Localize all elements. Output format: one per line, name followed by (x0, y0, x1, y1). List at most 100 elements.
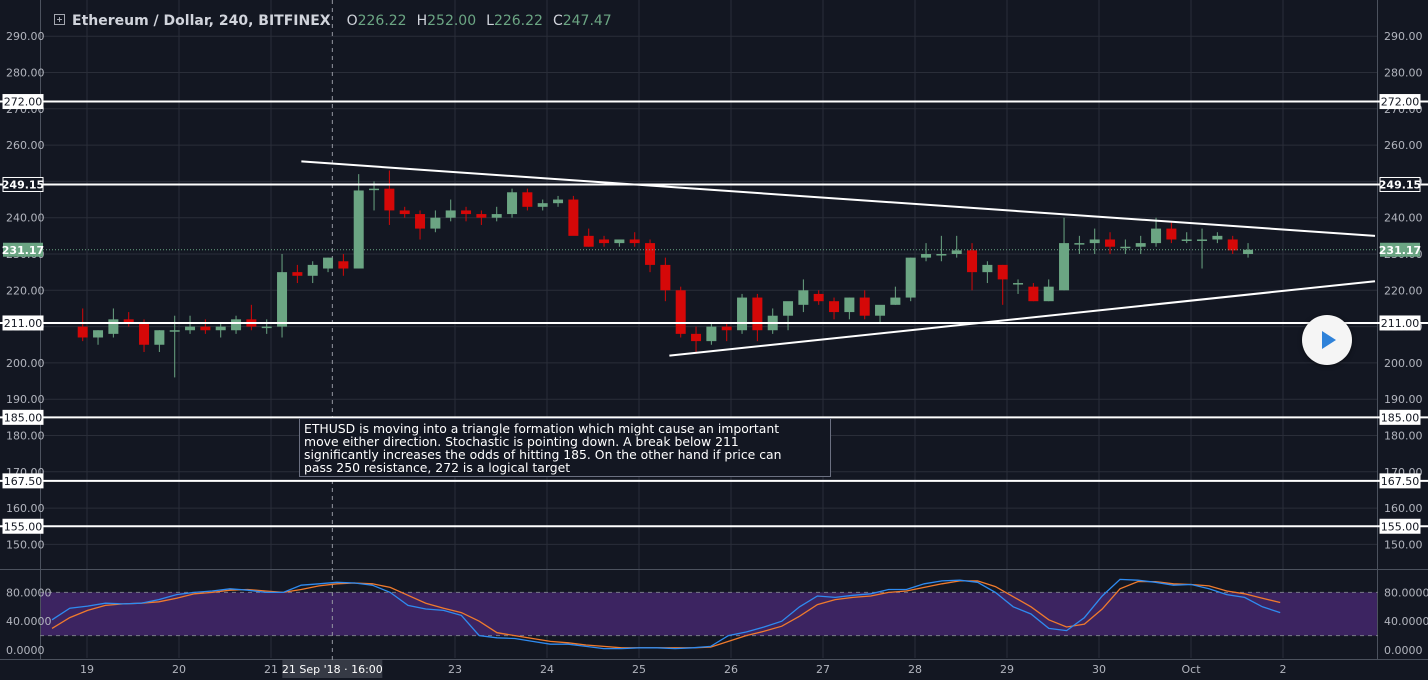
candle-body (1212, 235, 1223, 240)
right-price-tick-label: 290.00 (1384, 30, 1423, 43)
candle-body (261, 326, 272, 329)
left-price-tick-label: 190.00 (6, 393, 45, 406)
candle-body (307, 264, 318, 276)
time-tick-label: 20 (172, 663, 186, 676)
candle-body (1151, 228, 1162, 244)
stochastic-left-tick-label: 80.0000 (6, 586, 52, 599)
stochastic-left-tick-label: 0.0000 (6, 644, 45, 657)
candle-body (200, 326, 211, 331)
right-level-tag-box (1379, 518, 1421, 534)
candle-body (645, 243, 656, 265)
right-level-tag-text: 185.00 (1381, 411, 1420, 424)
stochastic-band (41, 592, 1377, 636)
left-level-tag-box (2, 473, 44, 489)
candle-body (231, 319, 242, 331)
candle-body (921, 254, 932, 258)
candle-body (1227, 239, 1238, 251)
right-level-tag-text: 272.00 (1381, 96, 1420, 109)
time-tick-label: 30 (1092, 663, 1106, 676)
left-level-tag-box (2, 409, 44, 425)
high-value: 252.00 (427, 13, 477, 29)
candle-body (1166, 228, 1177, 240)
candle-body (783, 301, 794, 316)
candle-body (154, 330, 165, 345)
right-level-tag-box (1379, 94, 1421, 110)
candle-body (537, 203, 548, 207)
candle-body (936, 254, 947, 256)
right-level-tag-box (1379, 176, 1421, 192)
left-level-tag-text: 249.15 (2, 178, 44, 191)
candle-body (1043, 286, 1054, 302)
left-price-tick-label: 260.00 (6, 139, 45, 152)
candle-body (660, 264, 671, 291)
candle-body (292, 272, 303, 276)
collapse-legend-icon[interactable] (54, 14, 65, 25)
time-tick-label: 28 (908, 663, 922, 676)
left-price-tick-label: 290.00 (6, 30, 45, 43)
candle-body (967, 250, 978, 273)
left-level-tag-text: 167.50 (4, 475, 43, 488)
left-level-tag-text: 211.00 (4, 317, 43, 330)
candle-body (813, 293, 824, 302)
last-price-tag-box (3, 242, 43, 257)
candle-body (522, 192, 533, 207)
candle-body (123, 319, 134, 323)
candle-body (599, 239, 610, 244)
last-price-tag-box (1380, 242, 1420, 257)
candle-body (1181, 239, 1192, 241)
candle-body (844, 297, 855, 313)
candle-body (859, 297, 870, 316)
left-price-tick-label: 150.00 (6, 538, 45, 551)
right-price-tick-label: 150.00 (1384, 538, 1423, 551)
candle-body (445, 210, 456, 218)
candle-body (829, 301, 840, 313)
candle-body (323, 257, 334, 269)
open-value: 226.22 (357, 13, 407, 29)
annotation-note[interactable]: ETHUSD is moving into a triangle formati… (299, 418, 831, 477)
left-level-tag-text: 272.00 (4, 96, 43, 109)
stochastic-right-tick-label: 80.0000 (1384, 586, 1428, 599)
time-tick-label: 23 (448, 663, 462, 676)
candle-body (1243, 249, 1254, 254)
left-price-tick-label: 220.00 (6, 284, 45, 297)
candle-body (1105, 239, 1116, 247)
left-price-tick-label: 280.00 (6, 67, 45, 80)
right-price-tick-label: 280.00 (1384, 67, 1423, 80)
time-tick-label: 27 (816, 663, 830, 676)
last-price-tag-text: 231.17 (2, 244, 44, 257)
symbol-legend: Ethereum / Dollar, 240, BITFINEX O 226.22… (72, 10, 618, 32)
candle-body (399, 210, 410, 215)
right-price-tick-label: 240.00 (1384, 212, 1423, 225)
stochastic-right-tick-label: 40.0000 (1384, 615, 1428, 628)
right-level-tag-box (1379, 409, 1421, 425)
candle-body (875, 304, 886, 316)
left-level-tag-box (2, 94, 44, 110)
time-tick-label: 19 (80, 663, 94, 676)
high-label: H (416, 13, 428, 29)
right-level-tag-text: 211.00 (1381, 317, 1420, 330)
play-button[interactable] (1302, 315, 1352, 365)
last-price-tag-text: 231.17 (1379, 244, 1421, 257)
candle-body (476, 214, 487, 218)
candle-body (1028, 286, 1039, 302)
left-level-tag-box (2, 518, 44, 534)
candle-body (982, 264, 993, 273)
candle-body (215, 326, 226, 331)
symbol-title[interactable]: Ethereum / Dollar, 240, BITFINEX (72, 13, 331, 29)
candle-body (737, 297, 748, 331)
candle-body (1089, 239, 1100, 244)
candle-body (491, 214, 502, 218)
right-level-tag-text: 167.50 (1381, 475, 1420, 488)
right-price-tick-label: 160.00 (1384, 502, 1423, 515)
candle-body (277, 272, 288, 327)
right-level-tag-text: 249.15 (1379, 178, 1421, 191)
right-level-tag-box (1379, 315, 1421, 331)
right-price-tick-label: 260.00 (1384, 139, 1423, 152)
candle-body (93, 330, 104, 338)
candle-body (890, 297, 901, 305)
candle-body (721, 326, 732, 331)
candle-body (507, 192, 518, 215)
candle-body (461, 210, 472, 215)
